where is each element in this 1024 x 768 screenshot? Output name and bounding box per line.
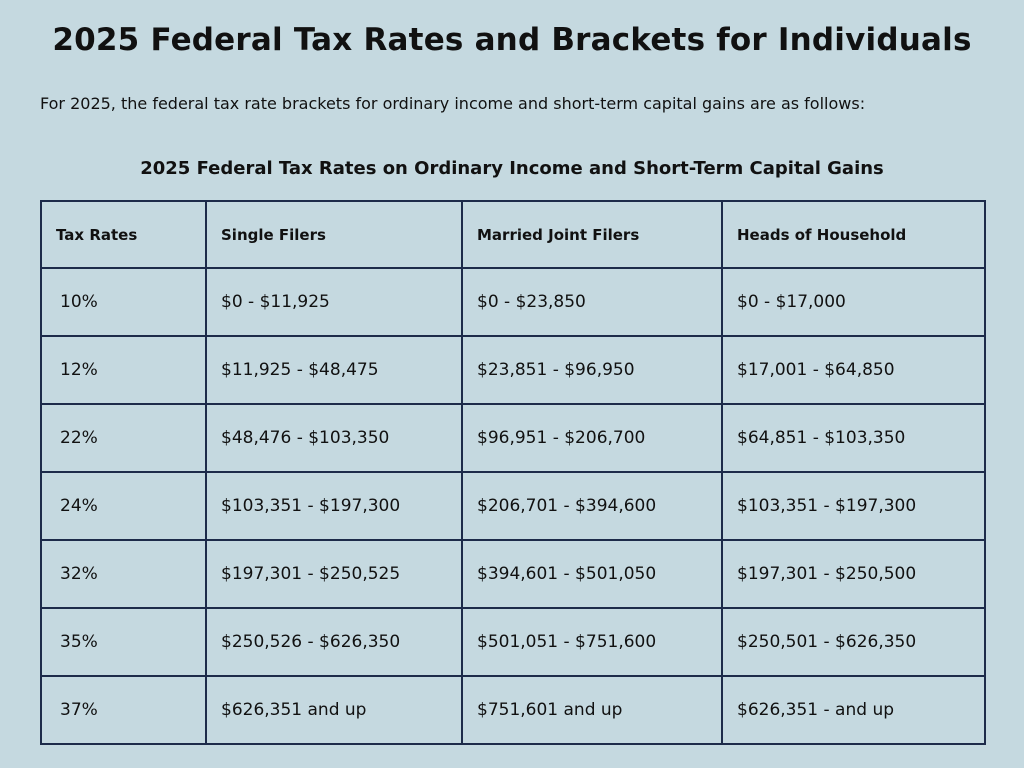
cell-single: $11,925 - $48,475: [205, 335, 463, 405]
cell-single: $48,476 - $103,350: [205, 403, 463, 473]
header-heads-of-household: Heads of Household: [721, 200, 986, 269]
cell-heads: $626,351 - and up: [721, 675, 986, 745]
cell-rate: 35%: [40, 607, 207, 677]
cell-married: $206,701 - $394,600: [461, 471, 723, 541]
cell-single: $0 - $11,925: [205, 267, 463, 337]
cell-married: $0 - $23,850: [461, 267, 723, 337]
cell-rate: 37%: [40, 675, 207, 745]
intro-text: For 2025, the federal tax rate brackets …: [40, 94, 866, 113]
cell-single: $103,351 - $197,300: [205, 471, 463, 541]
header-tax-rates: Tax Rates: [40, 200, 207, 269]
cell-rate: 10%: [40, 267, 207, 337]
table-row: 22% $48,476 - $103,350 $96,951 - $206,70…: [40, 403, 986, 473]
cell-single: $197,301 - $250,525: [205, 539, 463, 609]
page-title: 2025 Federal Tax Rates and Brackets for …: [52, 22, 972, 58]
cell-heads: $0 - $17,000: [721, 267, 986, 337]
cell-rate: 32%: [40, 539, 207, 609]
cell-married: $751,601 and up: [461, 675, 723, 745]
cell-heads: $17,001 - $64,850: [721, 335, 986, 405]
table-row: 37% $626,351 and up $751,601 and up $626…: [40, 675, 986, 745]
tax-brackets-table: Tax Rates Single Filers Married Joint Fi…: [40, 200, 986, 745]
cell-heads: $64,851 - $103,350: [721, 403, 986, 473]
cell-married: $96,951 - $206,700: [461, 403, 723, 473]
header-married-joint-filers: Married Joint Filers: [461, 200, 723, 269]
cell-heads: $103,351 - $197,300: [721, 471, 986, 541]
cell-single: $250,526 - $626,350: [205, 607, 463, 677]
cell-married: $394,601 - $501,050: [461, 539, 723, 609]
table-header-row: Tax Rates Single Filers Married Joint Fi…: [40, 200, 986, 269]
cell-rate: 22%: [40, 403, 207, 473]
cell-married: $23,851 - $96,950: [461, 335, 723, 405]
table-row: 24% $103,351 - $197,300 $206,701 - $394,…: [40, 471, 986, 541]
table-title: 2025 Federal Tax Rates on Ordinary Incom…: [140, 158, 884, 179]
cell-rate: 24%: [40, 471, 207, 541]
cell-married: $501,051 - $751,600: [461, 607, 723, 677]
table-row: 10% $0 - $11,925 $0 - $23,850 $0 - $17,0…: [40, 267, 986, 337]
table-row: 12% $11,925 - $48,475 $23,851 - $96,950 …: [40, 335, 986, 405]
table-row: 32% $197,301 - $250,525 $394,601 - $501,…: [40, 539, 986, 609]
header-single-filers: Single Filers: [205, 200, 463, 269]
cell-rate: 12%: [40, 335, 207, 405]
table-row: 35% $250,526 - $626,350 $501,051 - $751,…: [40, 607, 986, 677]
cell-heads: $197,301 - $250,500: [721, 539, 986, 609]
cell-heads: $250,501 - $626,350: [721, 607, 986, 677]
cell-single: $626,351 and up: [205, 675, 463, 745]
